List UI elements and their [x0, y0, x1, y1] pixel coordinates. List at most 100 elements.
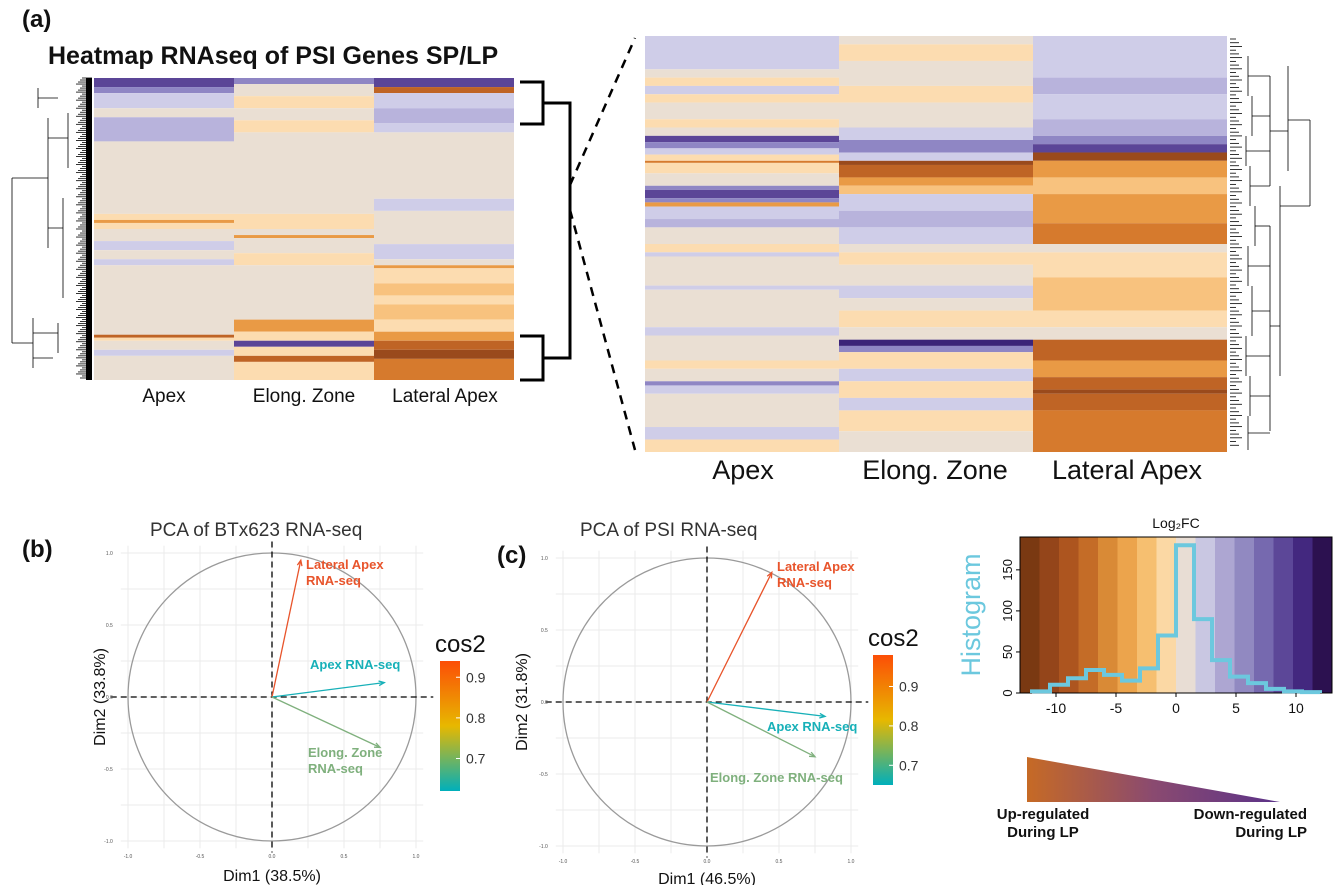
y-tick-label: 0.0: [106, 695, 113, 701]
heatmap-cell: [94, 219, 234, 223]
histogram-title: Log₂FC: [1152, 515, 1199, 531]
variable-label: Lateral Apex: [777, 559, 855, 574]
panel-a-letter: (a): [22, 6, 52, 33]
heatmap-cell: [1033, 194, 1227, 224]
up-regulated-label: Up-regulated During LP: [988, 806, 1098, 842]
heatmap-cell: [374, 198, 514, 211]
variable-label: Elong. Zone RNA-seq: [710, 770, 843, 785]
color-band: [1039, 537, 1060, 693]
heatmap-cell: [645, 439, 839, 452]
heatmap-cell: [839, 127, 1033, 140]
heatmap-cell: [1033, 177, 1227, 195]
heatmap-cell: [374, 265, 514, 269]
x-tick-label: 1.0: [848, 859, 855, 865]
heatmap-cell: [645, 289, 839, 328]
variable-label: RNA-seq: [308, 761, 363, 776]
panel-c-letter: (c): [497, 542, 527, 569]
cos2-legend-title: cos2: [868, 625, 919, 652]
x-tick-label: 0.5: [341, 854, 348, 860]
heatmap-cell: [839, 285, 1033, 299]
color-band: [1273, 537, 1294, 693]
heatmap-cell: [839, 345, 1033, 353]
heatmap-cell: [645, 335, 839, 361]
dendrogram-branch: [1279, 186, 1310, 376]
variable-label: Apex RNA-seq: [767, 719, 857, 734]
dendrogram-branch: [1270, 130, 1288, 327]
heatmap-cell: [234, 213, 374, 229]
heatmap-cell: [374, 244, 514, 260]
heatmap-cell: [645, 162, 839, 174]
zoom-connector: [520, 37, 637, 451]
heatmap-title: Heatmap RNAseq of PSI Genes SP/LP: [48, 42, 499, 70]
small-col-label-apex: Apex: [142, 386, 186, 407]
big-col-label-lateral: Lateral Apex: [1051, 455, 1203, 485]
heatmap-cell: [374, 87, 514, 94]
bracket-link: [543, 101, 572, 360]
x-tick-label: 10: [1288, 700, 1304, 716]
heatmap-cell: [234, 253, 374, 266]
heatmap-cell: [645, 368, 839, 382]
heatmap-cell: [94, 250, 234, 260]
variable-label: RNA-seq: [777, 575, 832, 590]
heatmap-cell: [645, 173, 839, 186]
dendrogram-branch: [37, 88, 58, 108]
heatmap-cell: [839, 310, 1033, 328]
heatmap-cell: [234, 229, 374, 236]
heatmap-cell: [839, 60, 1033, 86]
heatmap-cell: [645, 256, 839, 286]
heatmap-cell: [374, 349, 514, 359]
heatmap-cell: [645, 36, 839, 70]
x-tick-label: -0.5: [196, 854, 205, 860]
heatmap-cell: [839, 102, 1033, 128]
heatmap-cell: [1033, 252, 1227, 278]
gradient-triangle: [1027, 757, 1280, 802]
y-tick-label: 0.0: [541, 700, 548, 706]
heatmap-cell: [1033, 360, 1227, 378]
legend-tick-label: 0.8: [466, 710, 486, 726]
variable-label: Apex RNA-seq: [310, 657, 400, 672]
big-heatmap: [640, 34, 1338, 454]
color-band: [1059, 537, 1079, 693]
heatmap-cell: [645, 148, 839, 155]
heatmap-cell: [1033, 36, 1227, 78]
heatmap-cell: [839, 264, 1033, 286]
cos2-colorbar: [873, 655, 893, 785]
dendrogram-branch: [1287, 66, 1310, 171]
heatmap-cell: [645, 385, 839, 394]
legend-tick-label: 0.7: [466, 751, 486, 767]
x-tick-label: 1.0: [413, 854, 420, 860]
heatmap-cell: [839, 85, 1033, 103]
heatmap-cell: [1033, 119, 1227, 136]
heatmap-cell: [645, 142, 839, 149]
histogram-line: [1030, 543, 1322, 695]
heatmap-cell: [374, 319, 514, 332]
color-band: [1137, 537, 1157, 693]
heatmap-cell: [374, 283, 514, 296]
heatmap-cell: [645, 85, 839, 95]
heatmap-cell: [839, 210, 1033, 228]
heatmap-cell: [234, 355, 374, 362]
heatmap-cell: [234, 108, 374, 121]
x-tick-label: 0.5: [776, 859, 783, 865]
x-tick-label: 5: [1232, 700, 1240, 716]
heatmap-cell: [1033, 160, 1227, 178]
color-band: [1020, 537, 1040, 693]
y-tick-label: 0.5: [106, 623, 113, 629]
arrow-head: [766, 570, 773, 579]
heatmap-cell: [374, 358, 514, 380]
zoom-line-top: [568, 37, 637, 186]
heatmap-cell: [234, 96, 374, 109]
heatmap-cell: [645, 381, 839, 386]
heatmap-cell: [94, 108, 234, 118]
y-tick-label: 100: [1000, 600, 1015, 622]
heatmap-cell: [839, 397, 1033, 411]
heatmap-cell: [234, 319, 374, 332]
heatmap-cell: [645, 244, 839, 253]
heatmap-cell: [1033, 327, 1227, 340]
heatmap-cell: [234, 84, 374, 97]
histogram-ylabel: Histogram: [956, 553, 986, 676]
y-tick-label: -0.5: [104, 767, 113, 773]
loading-arrow: [706, 572, 773, 703]
pca-c-title: PCA of PSI RNA-seq: [580, 520, 758, 541]
heatmap-cell: [839, 152, 1033, 161]
